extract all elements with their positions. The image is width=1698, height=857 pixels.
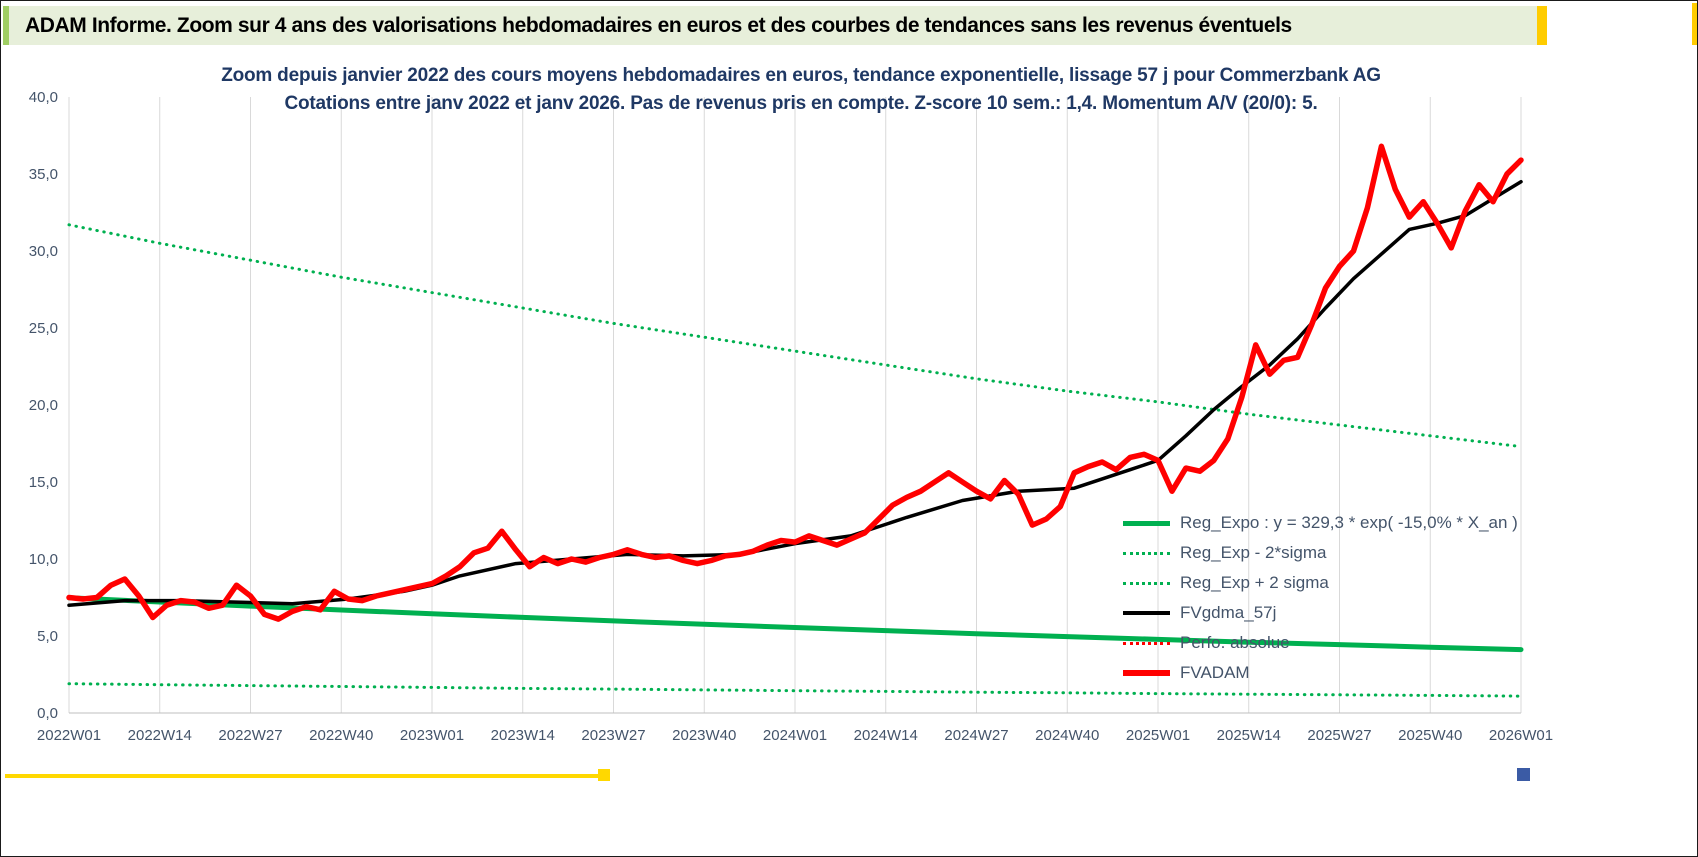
legend-item-perfo_absolue: Perfo. absolue (1123, 628, 1558, 658)
y-tick-label: 25,0 (29, 320, 58, 337)
legend-line-sample (1123, 611, 1170, 615)
x-tick-label: 2022W01 (37, 727, 101, 744)
x-tick-label: 2025W27 (1307, 727, 1371, 744)
x-tick-label: 2025W40 (1398, 727, 1462, 744)
y-tick-label: 35,0 (29, 166, 58, 183)
y-tick-label: 10,0 (29, 551, 58, 568)
y-tick-label: 20,0 (29, 397, 58, 414)
bottom-accent-blue-square (1517, 768, 1530, 781)
legend-label: FVgdma_57j (1180, 603, 1277, 622)
x-tick-label: 2024W27 (944, 727, 1008, 744)
x-tick-label: 2026W01 (1489, 727, 1553, 744)
legend-line-sample (1123, 670, 1170, 676)
x-tick-label: 2024W40 (1035, 727, 1099, 744)
bottom-accent-yellow-square (598, 769, 610, 781)
header-bar: ADAM Informe. Zoom sur 4 ans des valoris… (3, 6, 1547, 45)
x-tick-label: 2025W01 (1126, 727, 1190, 744)
legend-item-reg_exp_minus_2sigma: Reg_Exp - 2*sigma (1123, 538, 1558, 568)
x-tick-label: 2023W14 (491, 727, 555, 744)
x-tick-label: 2023W01 (400, 727, 464, 744)
legend-label: Perfo. absolue (1180, 633, 1290, 652)
x-tick-label: 2023W27 (581, 727, 645, 744)
x-tick-label: 2024W14 (854, 727, 918, 744)
chart-title-block: Zoom depuis janvier 2022 des cours moyen… (61, 62, 1541, 118)
series-reg_exp_plus_2sigma-line (67, 223, 1523, 449)
x-tick-label: 2022W14 (128, 727, 192, 744)
legend-item-fvgdma_57j: FVgdma_57j (1123, 598, 1558, 628)
corner-accent-yellow (1692, 3, 1697, 45)
header-right-accent-yellow (1537, 6, 1547, 45)
series-reg_exp_minus_2sigma-line (67, 682, 1523, 698)
legend-item-fvadam: FVADAM (1123, 658, 1558, 688)
y-tick-label: 0,0 (37, 705, 58, 722)
legend-label: Reg_Exp - 2*sigma (1180, 543, 1327, 562)
legend-label: Reg_Expo : y = 329,3 * exp( -15,0% * X_a… (1180, 513, 1518, 532)
y-tick-label: 5,0 (37, 628, 58, 645)
bottom-accent-yellow-line (5, 774, 605, 778)
chart-subtitle: Cotations entre janv 2022 et janv 2026. … (284, 93, 1318, 114)
legend-line-sample (1123, 520, 1170, 526)
legend-line-sample (1123, 581, 1170, 585)
chart-title: Zoom depuis janvier 2022 des cours moyen… (221, 65, 1381, 86)
legend-item-reg_expo: Reg_Expo : y = 329,3 * exp( -15,0% * X_a… (1123, 508, 1558, 538)
legend-line-sample (1123, 551, 1170, 555)
legend-label: Reg_Exp + 2 sigma (1180, 573, 1329, 592)
header-title: ADAM Informe. Zoom sur 4 ans des valoris… (25, 13, 1292, 37)
series-fvadam-line (66, 143, 1524, 622)
y-tick-label: 30,0 (29, 243, 58, 260)
x-tick-label: 2024W01 (763, 727, 827, 744)
legend-item-reg_exp_plus_2sigma: Reg_Exp + 2 sigma (1123, 568, 1558, 598)
x-tick-label: 2022W40 (309, 727, 373, 744)
x-tick-label: 2025W14 (1217, 727, 1281, 744)
x-tick-label: 2023W40 (672, 727, 736, 744)
legend-line-sample (1123, 641, 1170, 645)
header-left-accent (3, 6, 9, 45)
legend-label: FVADAM (1180, 663, 1250, 682)
x-tick-label: 2022W27 (218, 727, 282, 744)
y-tick-label: 15,0 (29, 474, 58, 491)
y-tick-label: 40,0 (29, 89, 58, 106)
chart-legend: Reg_Expo : y = 329,3 * exp( -15,0% * X_a… (1123, 508, 1558, 688)
